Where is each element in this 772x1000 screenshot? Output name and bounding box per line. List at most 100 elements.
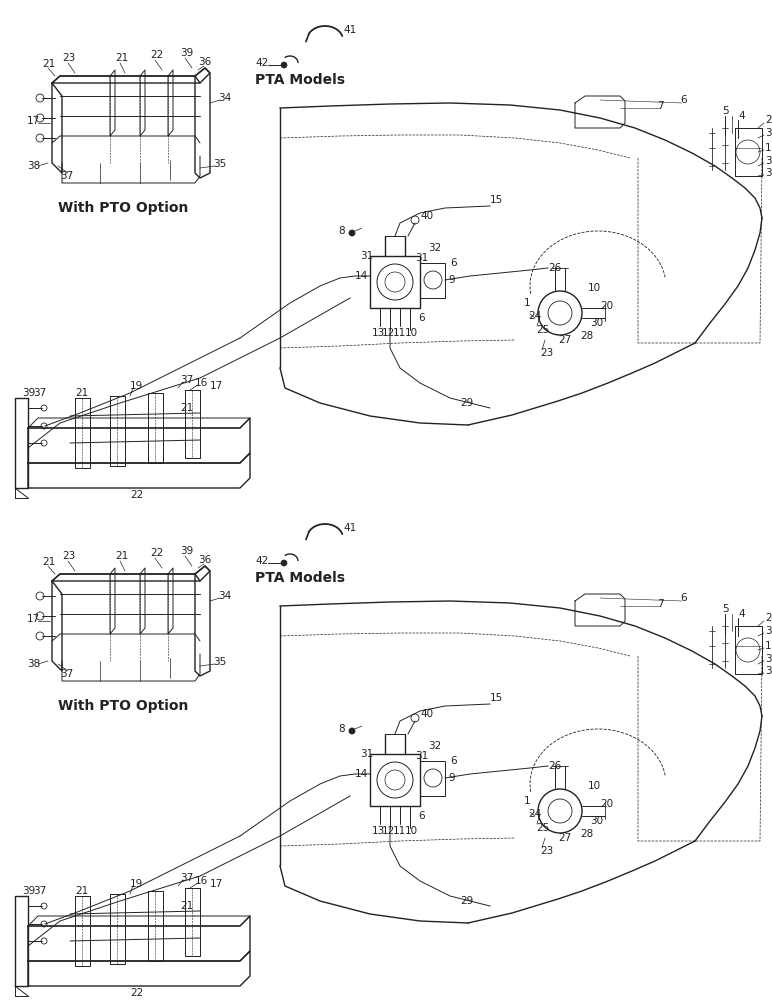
Text: 8: 8 (338, 724, 344, 734)
Text: 38: 38 (27, 659, 40, 669)
Text: 13: 13 (372, 826, 385, 836)
Text: 21: 21 (180, 403, 193, 413)
Text: 23: 23 (62, 53, 75, 63)
Text: 28: 28 (580, 331, 593, 341)
Text: 38: 38 (27, 161, 40, 171)
Text: 31: 31 (415, 751, 428, 761)
Text: 30: 30 (590, 816, 603, 826)
Text: 39: 39 (180, 546, 193, 556)
Text: 21: 21 (115, 53, 128, 63)
Text: 6: 6 (450, 258, 456, 268)
Text: 31: 31 (360, 251, 373, 261)
Text: PTA Models: PTA Models (255, 73, 345, 87)
Text: 27: 27 (558, 335, 571, 345)
Circle shape (349, 728, 355, 734)
Text: 12: 12 (382, 826, 395, 836)
Text: 26: 26 (548, 263, 561, 273)
Text: 37: 37 (180, 375, 193, 385)
Text: 21: 21 (42, 59, 56, 69)
Text: 21: 21 (115, 551, 128, 561)
Text: 2: 2 (765, 115, 772, 125)
Text: 6: 6 (680, 95, 686, 105)
Text: 33: 33 (765, 626, 772, 636)
Text: 23: 23 (540, 348, 554, 358)
Text: 7: 7 (657, 101, 664, 111)
Text: 41: 41 (343, 25, 356, 35)
Text: 42: 42 (255, 556, 268, 566)
Text: 12: 12 (382, 328, 395, 338)
Text: 31: 31 (360, 749, 373, 759)
Text: 32: 32 (428, 243, 442, 253)
Text: 11: 11 (393, 826, 406, 836)
Text: 1: 1 (524, 796, 530, 806)
Text: 30: 30 (590, 318, 603, 328)
Text: 22: 22 (150, 50, 163, 60)
Text: 6: 6 (450, 756, 456, 766)
Text: With PTO Option: With PTO Option (58, 201, 188, 215)
Text: 29: 29 (460, 896, 473, 906)
Text: 32: 32 (428, 741, 442, 751)
Text: 3: 3 (765, 168, 772, 178)
Text: 10: 10 (588, 283, 601, 293)
Text: 26: 26 (548, 761, 561, 771)
Text: 1: 1 (765, 641, 772, 651)
Text: 21: 21 (75, 388, 88, 398)
Circle shape (281, 560, 287, 566)
Text: 35: 35 (213, 159, 226, 169)
Text: 36: 36 (198, 555, 212, 565)
Text: 2: 2 (765, 613, 772, 623)
Text: 6: 6 (418, 811, 425, 821)
Text: 22: 22 (130, 988, 144, 998)
Text: 19: 19 (130, 381, 144, 391)
Text: 40: 40 (420, 211, 433, 221)
Text: 37: 37 (60, 669, 73, 679)
Text: 34: 34 (218, 93, 232, 103)
Text: 33: 33 (765, 156, 772, 166)
Text: 37: 37 (180, 873, 193, 883)
Text: 33: 33 (765, 654, 772, 664)
Text: 5: 5 (722, 106, 729, 116)
Text: 22: 22 (130, 490, 144, 500)
Text: 13: 13 (372, 328, 385, 338)
Text: 21: 21 (42, 557, 56, 567)
Text: 37: 37 (33, 886, 46, 896)
Text: 23: 23 (540, 846, 554, 856)
Text: 22: 22 (150, 548, 163, 558)
Text: 33: 33 (765, 128, 772, 138)
Text: 17: 17 (210, 879, 223, 889)
Text: 24: 24 (528, 809, 541, 819)
Circle shape (349, 230, 355, 236)
Text: 37: 37 (60, 171, 73, 181)
Text: 29: 29 (460, 398, 473, 408)
Text: 25: 25 (536, 325, 549, 335)
Text: 42: 42 (255, 58, 268, 68)
Text: 9: 9 (448, 773, 455, 783)
Text: 24: 24 (528, 311, 541, 321)
Text: 28: 28 (580, 829, 593, 839)
Text: 31: 31 (415, 253, 428, 263)
Text: 17: 17 (27, 116, 40, 126)
Text: 39: 39 (180, 48, 193, 58)
Text: 11: 11 (393, 328, 406, 338)
Text: 19: 19 (130, 879, 144, 889)
Text: 1: 1 (765, 143, 772, 153)
Text: 17: 17 (210, 381, 223, 391)
Text: 4: 4 (738, 111, 745, 121)
Text: 3: 3 (765, 666, 772, 676)
Text: 40: 40 (420, 709, 433, 719)
Text: 20: 20 (600, 799, 613, 809)
Text: 8: 8 (338, 226, 344, 236)
Text: 21: 21 (180, 901, 193, 911)
Text: 35: 35 (213, 657, 226, 667)
Text: 9: 9 (448, 275, 455, 285)
Text: 41: 41 (343, 523, 356, 533)
Text: 10: 10 (405, 826, 418, 836)
Text: 7: 7 (657, 599, 664, 609)
Text: 16: 16 (195, 876, 208, 886)
Text: 15: 15 (490, 195, 503, 205)
Text: 27: 27 (558, 833, 571, 843)
Text: With PTO Option: With PTO Option (58, 699, 188, 713)
Text: PTA Models: PTA Models (255, 571, 345, 585)
Text: 25: 25 (536, 823, 549, 833)
Circle shape (281, 62, 287, 68)
